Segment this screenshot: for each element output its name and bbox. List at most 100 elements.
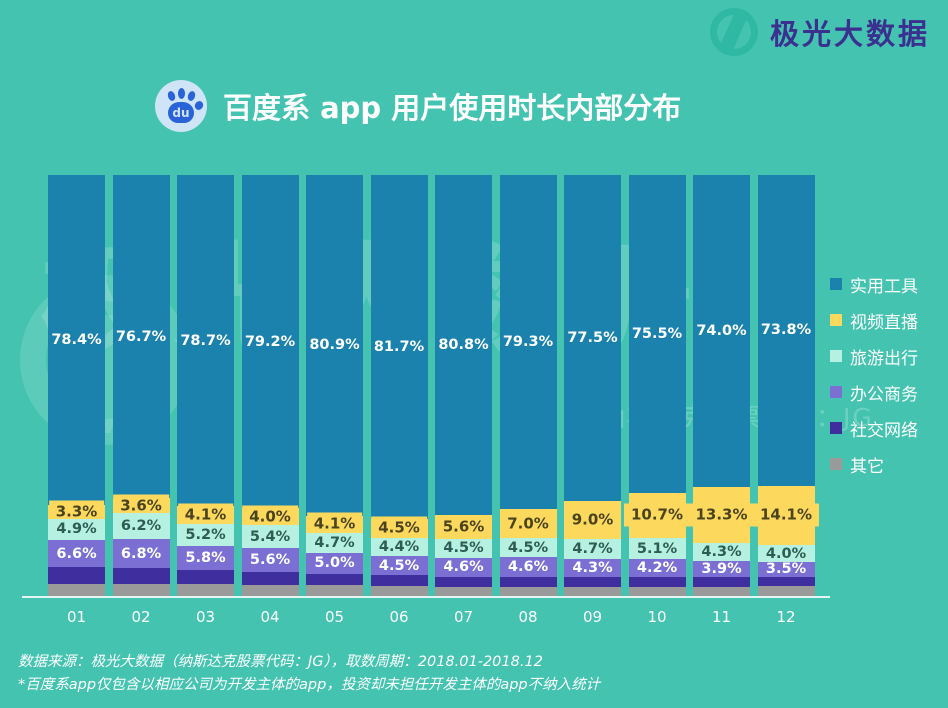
bar-segment[interactable]: 5.6% bbox=[435, 515, 492, 539]
bar-segment[interactable]: 80.8% bbox=[435, 175, 492, 516]
bar-segment[interactable]: 4.5% bbox=[370, 516, 428, 540]
bar-segment[interactable]: 75.5% bbox=[628, 175, 686, 493]
bar-segment[interactable]: 76.7% bbox=[112, 175, 170, 498]
bar-column[interactable]: 78.4% 3.3% 4.9% 6.6% bbox=[48, 175, 105, 596]
legend-item[interactable]: 视频直播 bbox=[830, 302, 942, 338]
bar-segment[interactable]: 73.8% bbox=[757, 175, 815, 486]
bar-segment[interactable]: 74.0% bbox=[693, 175, 750, 487]
bar-column[interactable]: 73.8% 14.1% 4.0% 3.5% bbox=[752, 175, 820, 596]
bar-segment[interactable]: 4.1% bbox=[306, 512, 363, 536]
bar-segment[interactable] bbox=[370, 585, 428, 596]
bar-segment[interactable] bbox=[628, 586, 686, 596]
legend-item[interactable]: 旅游出行 bbox=[830, 338, 942, 374]
bar-segment[interactable]: 3.5% bbox=[757, 561, 815, 577]
bar-segment[interactable]: 4.7% bbox=[564, 539, 621, 559]
bar-segment[interactable]: 7.0% bbox=[499, 508, 557, 539]
bar-segment[interactable]: 79.3% bbox=[499, 175, 557, 509]
bar-segment-label: 4.9% bbox=[56, 521, 97, 538]
bar-segment[interactable] bbox=[370, 575, 428, 586]
bar-segment[interactable]: 3.6% bbox=[112, 494, 170, 518]
bar-segment[interactable]: 4.6% bbox=[435, 557, 492, 578]
bar-segment[interactable]: 4.1% bbox=[177, 503, 234, 527]
x-axis-tick-label: 11 bbox=[711, 608, 732, 626]
bar-segment[interactable]: 4.4% bbox=[370, 537, 428, 557]
bar-column[interactable]: 79.3% 7.0% 4.5% 4.6% bbox=[499, 175, 557, 596]
bar-segment[interactable]: 5.1% bbox=[628, 537, 686, 560]
bar-segment[interactable]: 13.3% bbox=[688, 486, 755, 543]
bar-segment[interactable]: 78.4% bbox=[48, 175, 105, 506]
bar-segment[interactable] bbox=[499, 586, 557, 596]
legend-swatch-icon bbox=[830, 458, 842, 470]
bar-segment[interactable] bbox=[435, 577, 492, 588]
bar-segment-label: 13.3% bbox=[688, 503, 755, 527]
bar-segment[interactable] bbox=[564, 586, 621, 596]
bar-segment[interactable]: 9.0% bbox=[564, 501, 621, 540]
bar-segment[interactable] bbox=[177, 569, 234, 585]
bar-segment[interactable]: 81.7% bbox=[370, 175, 428, 519]
bar-segment[interactable]: 4.2% bbox=[628, 559, 686, 578]
bar-column[interactable]: 81.7% 4.5% 4.4% 4.5% bbox=[370, 175, 428, 596]
bar-column[interactable]: 75.5% 10.7% 5.1% 4.2% bbox=[623, 175, 691, 596]
bar-segment[interactable]: 80.9% bbox=[306, 175, 363, 516]
bar-column[interactable]: 77.5% 9.0% 4.7% 4.3% bbox=[564, 175, 621, 596]
bar-segment[interactable]: 4.5% bbox=[370, 556, 428, 576]
bar-segment[interactable]: 77.5% bbox=[564, 175, 621, 502]
bar-segment[interactable]: 6.6% bbox=[48, 539, 105, 568]
legend-swatch-icon bbox=[830, 386, 842, 398]
bar-segment[interactable] bbox=[693, 577, 750, 587]
legend-item[interactable]: 实用工具 bbox=[830, 266, 942, 302]
bar-segment[interactable] bbox=[628, 577, 686, 587]
page-title: 百度系 app 用户使用时长内部分布 bbox=[223, 91, 682, 125]
bar-segment[interactable]: 5.8% bbox=[177, 545, 234, 570]
bar-segment[interactable] bbox=[306, 585, 363, 596]
bar-segment[interactable] bbox=[499, 576, 557, 587]
bar-column[interactable]: 74.0% 13.3% 4.3% 3.9% bbox=[688, 175, 755, 596]
bar-segment[interactable] bbox=[112, 567, 170, 585]
bar-segment[interactable]: 4.0% bbox=[241, 505, 299, 529]
bar-segment[interactable] bbox=[757, 586, 815, 596]
bar-segment[interactable] bbox=[48, 567, 105, 584]
bar-segment[interactable]: 6.2% bbox=[112, 513, 170, 540]
legend-item[interactable]: 其它 bbox=[830, 446, 942, 482]
bar-segment[interactable]: 5.6% bbox=[241, 548, 299, 572]
bar-segment[interactable]: 4.5% bbox=[499, 538, 557, 558]
bar-segment[interactable] bbox=[693, 586, 750, 596]
bar-column[interactable]: 78.7% 4.1% 5.2% 5.8% bbox=[177, 175, 234, 596]
bar-segment[interactable] bbox=[241, 584, 299, 596]
bar-segment[interactable]: 4.5% bbox=[435, 538, 492, 558]
legend-item[interactable]: 社交网络 bbox=[830, 410, 942, 446]
bar-segment[interactable] bbox=[306, 573, 363, 586]
bar-segment[interactable]: 5.2% bbox=[177, 523, 234, 546]
bar-segment[interactable] bbox=[757, 576, 815, 587]
bar-segment[interactable]: 3.9% bbox=[693, 560, 750, 578]
bar-segment[interactable] bbox=[241, 571, 299, 585]
bar-column[interactable]: 76.7% 3.6% 6.2% 6.8% bbox=[112, 175, 170, 596]
bar-segment[interactable] bbox=[564, 577, 621, 587]
legend-label: 实用工具 bbox=[850, 276, 918, 297]
bar-column[interactable]: 80.8% 5.6% 4.5% 4.6% bbox=[435, 175, 492, 596]
bar-segment[interactable]: 79.2% bbox=[241, 175, 299, 509]
bar-segment[interactable]: 5.0% bbox=[306, 552, 363, 574]
bar-segment[interactable] bbox=[435, 587, 492, 596]
bar-segment[interactable]: 78.7% bbox=[177, 175, 234, 507]
bar-segment[interactable] bbox=[48, 583, 105, 596]
bar-segment[interactable]: 4.9% bbox=[48, 518, 105, 540]
bar-segment[interactable]: 4.3% bbox=[564, 558, 621, 578]
bar-segment-label: 4.7% bbox=[314, 534, 355, 551]
bar-segment-label: 4.5% bbox=[443, 540, 484, 556]
bar-segment[interactable]: 4.3% bbox=[693, 542, 750, 561]
bar-column[interactable]: 79.2% 4.0% 5.4% 5.6% bbox=[241, 175, 299, 596]
bar-segment[interactable] bbox=[112, 584, 170, 596]
bar-segment[interactable]: 6.8% bbox=[112, 539, 170, 568]
bar-segment[interactable]: 5.4% bbox=[241, 525, 299, 549]
bar-segment[interactable]: 3.3% bbox=[48, 500, 105, 524]
bar-segment[interactable]: 4.7% bbox=[306, 532, 363, 553]
bar-column[interactable]: 80.9% 4.1% 4.7% 5.0% bbox=[306, 175, 363, 596]
bar-segment[interactable]: 14.1% bbox=[752, 485, 820, 546]
bar-segment[interactable]: 10.7% bbox=[623, 492, 691, 538]
bar-segment[interactable]: 4.6% bbox=[499, 557, 557, 577]
legend-item[interactable]: 办公商务 bbox=[830, 374, 942, 410]
bar-segment[interactable] bbox=[177, 584, 234, 596]
bar-segment[interactable]: 4.0% bbox=[757, 545, 815, 562]
